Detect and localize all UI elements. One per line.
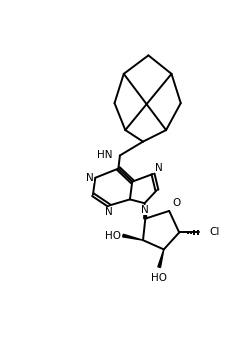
Text: N: N (154, 163, 162, 173)
Text: N: N (86, 173, 94, 183)
Text: HN: HN (97, 151, 112, 161)
Polygon shape (144, 203, 147, 219)
Text: O: O (172, 198, 181, 208)
Text: N: N (105, 207, 113, 217)
Polygon shape (158, 249, 164, 267)
Text: HO: HO (105, 230, 121, 240)
Text: N: N (141, 205, 148, 215)
Text: HO: HO (151, 273, 167, 283)
Text: Cl: Cl (209, 227, 220, 237)
Polygon shape (123, 234, 143, 240)
